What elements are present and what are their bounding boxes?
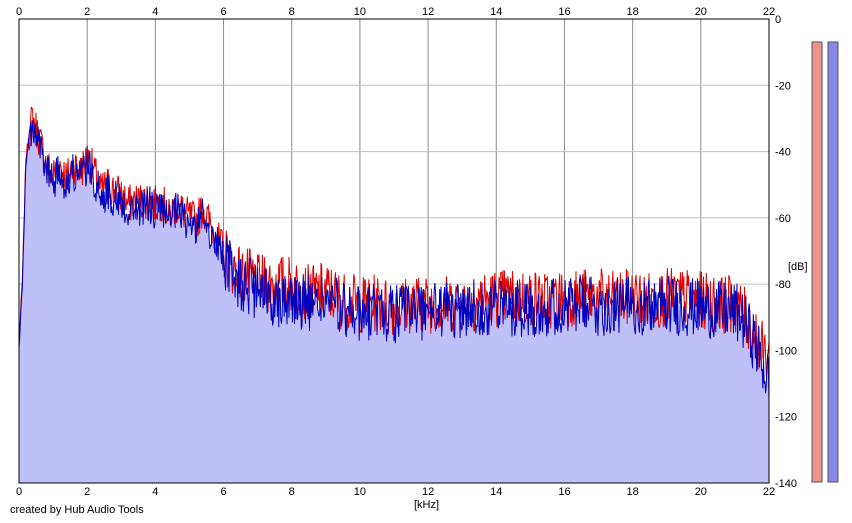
y-tick-label: -20: [775, 80, 791, 92]
x-tick-label: 6: [220, 486, 226, 498]
x-tick-label: 0: [16, 6, 22, 18]
x-tick-label: 16: [558, 486, 570, 498]
x-tick-labels-top: 0 2 4 6 8 10 12 14 16 18 20 22: [16, 6, 775, 18]
y-tick-label: -40: [775, 147, 791, 159]
y-tick-label: -120: [775, 412, 797, 424]
credit-text: created by Hub Audio Tools: [10, 504, 144, 516]
x-tick-label: 8: [289, 6, 295, 18]
x-tick-label: 12: [422, 486, 434, 498]
y-tick-label: -140: [775, 478, 797, 490]
x-tick-label: 10: [354, 6, 366, 18]
x-tick-label: 18: [627, 6, 639, 18]
series-right-channel-line: [18, 120, 770, 402]
y-tick-label: -100: [775, 345, 797, 357]
x-tick-label: 8: [289, 486, 295, 498]
y-axis-unit-label: [dB]: [788, 261, 808, 273]
spectrum-fill-area: [19, 120, 769, 484]
x-tick-label: 14: [490, 6, 502, 18]
x-tick-label: 20: [695, 6, 707, 18]
y-tick-label: 0: [775, 14, 781, 26]
x-tick-label: 0: [16, 486, 22, 498]
x-tick-label: 2: [84, 486, 90, 498]
x-tick-label: 6: [220, 6, 226, 18]
x-tick-label: 18: [627, 486, 639, 498]
plot-border: [18, 18, 770, 484]
x-tick-label: 10: [354, 486, 366, 498]
level-meter-right: [827, 41, 839, 483]
x-tick-label: 4: [152, 6, 158, 18]
x-axis-unit-label: [kHz]: [414, 499, 440, 511]
y-tick-label: -80: [775, 279, 791, 291]
level-meter-left: [811, 41, 823, 483]
x-tick-label: 4: [152, 486, 158, 498]
x-tick-label: 22: [763, 486, 775, 498]
x-tick-label: 14: [490, 486, 502, 498]
x-tick-labels-bottom: 0 2 4 6 8 10 12 14 16 18 20 22: [16, 486, 775, 498]
x-tick-label: 20: [695, 486, 707, 498]
y-tick-labels: 0 -20 -40 -60 -80 -100 -120 -140: [775, 14, 797, 490]
x-tick-label: 12: [422, 6, 434, 18]
x-tick-label: 22: [763, 6, 775, 18]
x-tick-label: 2: [84, 6, 90, 18]
y-tick-label: -60: [775, 213, 791, 225]
x-tick-label: 16: [558, 6, 570, 18]
